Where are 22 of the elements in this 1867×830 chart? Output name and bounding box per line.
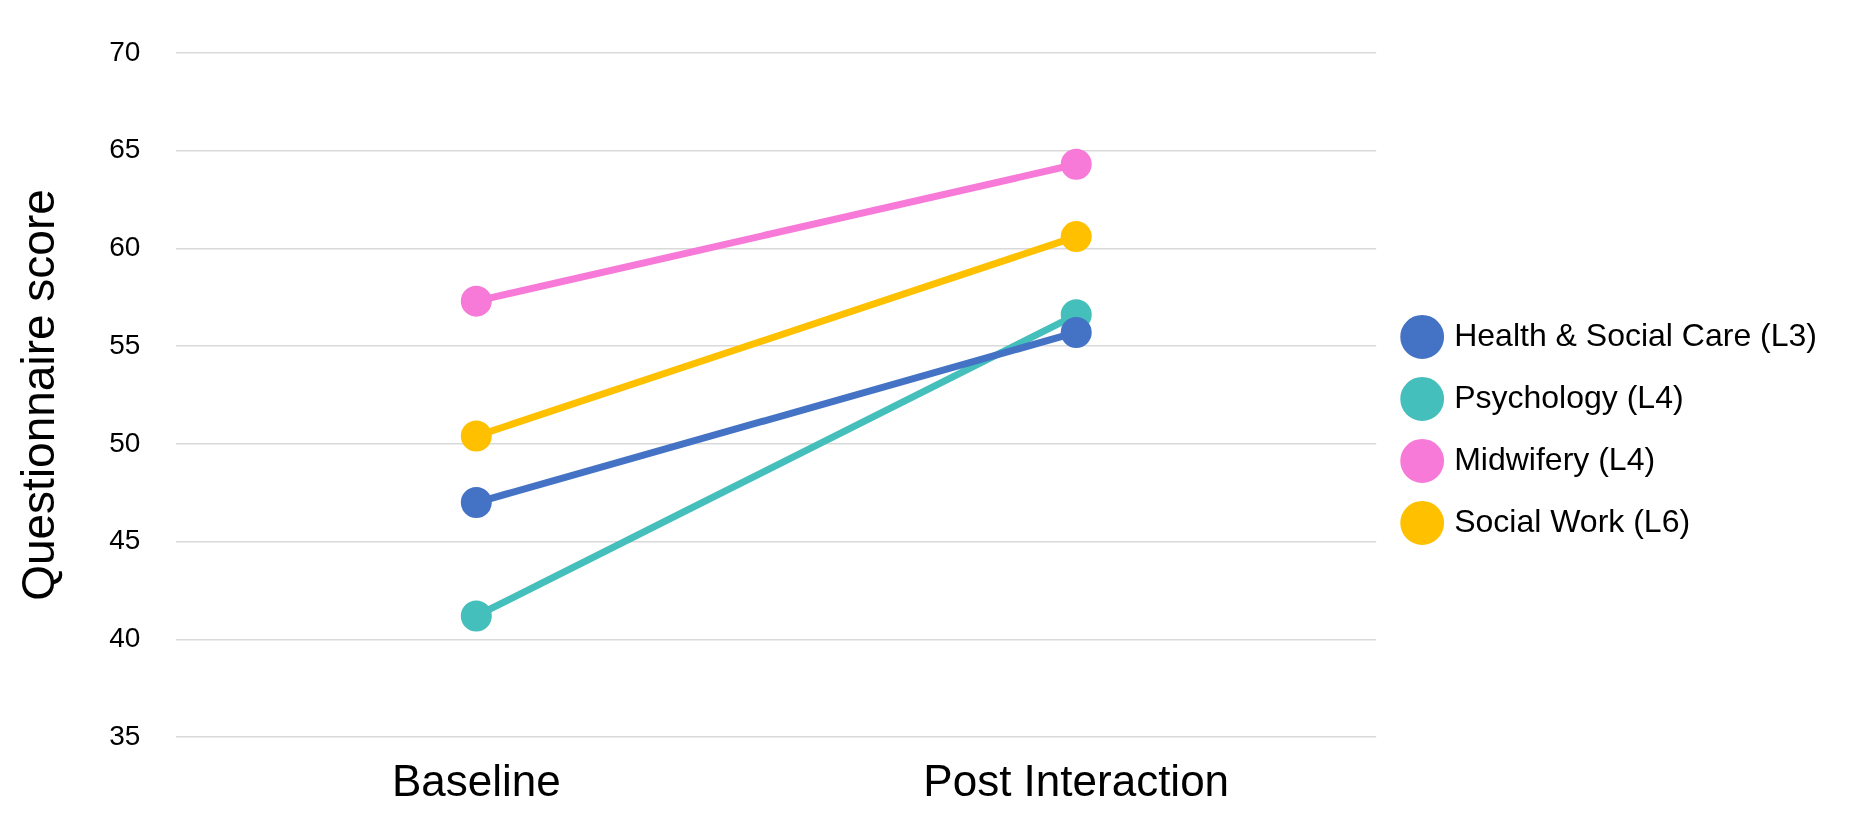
y-tick-label: 35: [109, 719, 141, 751]
y-tick-label: 50: [109, 426, 141, 458]
point: [460, 600, 492, 632]
y-tick-label: 55: [109, 328, 141, 360]
y-tick-label: 70: [109, 35, 141, 67]
x-tick-label: Baseline: [391, 755, 561, 805]
y-tick-label: 40: [109, 622, 141, 654]
legend-label: Health & Social Care (L3): [1454, 316, 1817, 353]
point: [460, 285, 492, 317]
point: [460, 420, 492, 452]
y-tick-label: 45: [109, 524, 141, 556]
point: [1060, 221, 1092, 253]
x-tick-label: Post Interaction: [923, 755, 1230, 805]
y-axis-title: Questionnaire score: [12, 189, 65, 601]
legend-label: Psychology (L4): [1454, 378, 1684, 415]
legend-label: Midwifery (L4): [1454, 440, 1656, 477]
point: [460, 487, 492, 519]
y-tick-label: 60: [109, 231, 141, 263]
point: [1060, 316, 1092, 348]
point: [1060, 148, 1092, 180]
y-tick-label: 65: [109, 133, 141, 165]
legend-label: Social Work (L6): [1454, 502, 1691, 539]
